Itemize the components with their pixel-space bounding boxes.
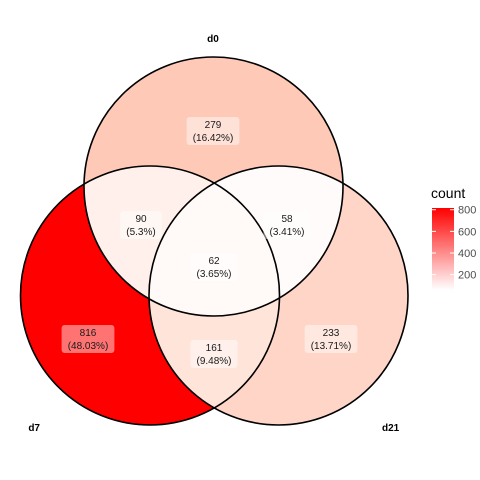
set-name-d0: d0: [207, 34, 219, 45]
venn-region-label-d0-d7: 90 (5.3%): [120, 211, 162, 239]
legend-tick-label: 400: [458, 248, 476, 260]
legend-title: count: [431, 185, 465, 201]
legend-tick-label: 600: [458, 226, 476, 238]
region-percent: (9.48%): [196, 356, 231, 367]
region-count: 233: [323, 328, 340, 339]
venn-region-labels: 279 (16.42%) 816 (48.03%) 233 (13.71%) 90 (5.3%…: [61, 117, 358, 368]
region-percent: (48.03%): [68, 341, 109, 352]
venn-region-label-d7: 816 (48.03%): [61, 325, 115, 353]
venn-region-label-d0: 279 (16.42%): [186, 117, 240, 145]
region-percent: (3.41%): [269, 227, 304, 238]
venn-outline-d0: [83, 56, 344, 317]
label-background: [263, 211, 311, 239]
label-background: [61, 325, 115, 353]
label-background: [190, 340, 238, 368]
venn-region-label-d0-d21: 58 (3.41%): [263, 211, 311, 239]
set-name-d7: d7: [28, 423, 40, 434]
set-name-d21: d21: [382, 423, 400, 434]
label-background: [190, 253, 238, 281]
legend: count 200 400 600 800: [431, 185, 476, 290]
region-percent: (13.71%): [311, 341, 352, 352]
legend-tick-label: 200: [458, 270, 476, 282]
label-background: [120, 211, 162, 239]
venn-outlines: [19, 56, 409, 426]
venn-region-label-d21: 233 (13.71%): [304, 325, 358, 353]
region-count: 62: [208, 256, 220, 267]
region-count: 816: [80, 328, 97, 339]
venn-region-label-d0-d7-d21: 62 (3.65%): [190, 253, 238, 281]
label-background: [304, 325, 358, 353]
legend-tick-label: 800: [458, 205, 476, 217]
legend-colorbar: [432, 208, 454, 290]
region-percent: (5.3%): [126, 227, 155, 238]
region-percent: (3.65%): [196, 269, 231, 280]
region-count: 90: [135, 214, 147, 225]
venn-set-names: d0 d7 d21: [28, 34, 399, 434]
region-count: 161: [206, 343, 223, 354]
venn-outline-d7: [19, 165, 281, 426]
region-count: 279: [205, 120, 222, 131]
region-percent: (16.42%): [193, 133, 234, 144]
venn-region-label-d7-d21: 161 (9.48%): [190, 340, 238, 368]
label-background: [186, 117, 240, 145]
region-count: 58: [281, 214, 293, 225]
venn-outline-d21: [148, 165, 409, 426]
